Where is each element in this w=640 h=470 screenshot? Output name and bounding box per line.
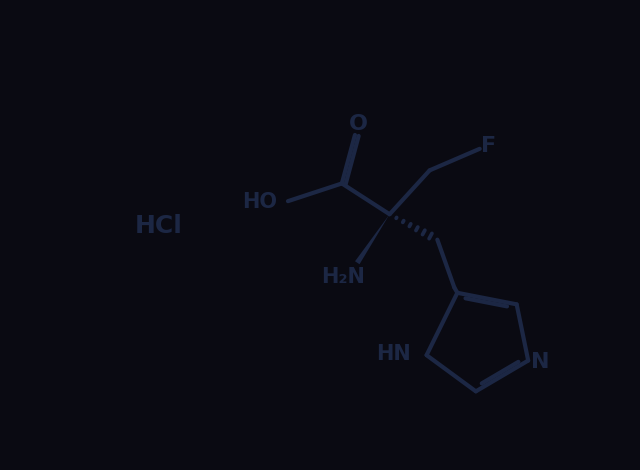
- Text: HCl: HCl: [134, 214, 182, 238]
- Text: O: O: [349, 114, 367, 134]
- Text: H₂N: H₂N: [321, 266, 365, 287]
- Text: HN: HN: [376, 344, 411, 364]
- Text: HO: HO: [242, 192, 277, 212]
- Text: N: N: [531, 352, 550, 372]
- Polygon shape: [355, 214, 390, 264]
- Text: F: F: [481, 136, 497, 156]
